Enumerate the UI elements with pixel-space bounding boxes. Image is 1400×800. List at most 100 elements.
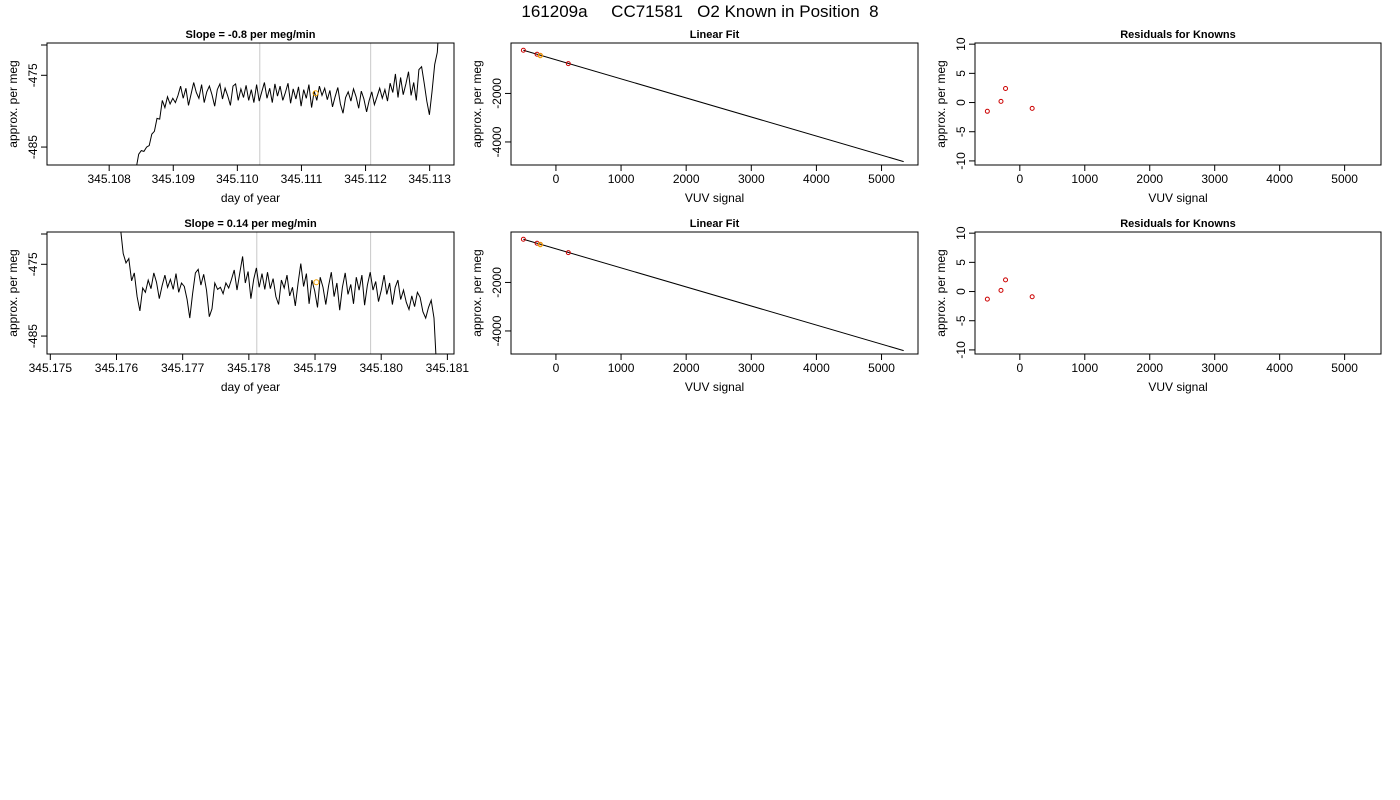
data-point [520, 47, 526, 53]
highlight-point [537, 242, 543, 248]
x-tick-label: 345.112 [344, 172, 387, 186]
data-point [565, 250, 571, 256]
x-tick-label: 2000 [673, 361, 700, 375]
y-tick-label: -2000 [490, 267, 504, 298]
x-axis-label: VUV signal [685, 380, 744, 394]
y-tick-label: -5 [954, 315, 968, 326]
data-point [984, 296, 990, 302]
x-tick-label: 2000 [673, 172, 700, 186]
panel-title: Residuals for Knowns [1120, 29, 1236, 41]
y-tick-label: -2000 [490, 78, 504, 109]
y-tick-label: -485 [26, 324, 40, 348]
x-tick-label: 2000 [1136, 172, 1163, 186]
x-tick-label: 345.178 [227, 361, 271, 375]
x-tick-label: 345.179 [293, 361, 337, 375]
panel-2: Linear Fit VUV signal approx. per meg 0 1000… [470, 29, 919, 205]
x-tick-label: 1000 [608, 172, 635, 186]
x-tick-label: 4000 [803, 361, 830, 375]
y-axis-label: approx. per meg [6, 60, 20, 147]
highlight-point [537, 53, 543, 59]
x-tick-label: 345.108 [87, 172, 131, 186]
x-tick-label: 0 [1016, 361, 1023, 375]
x-tick-label: 5000 [868, 172, 895, 186]
plot-frame [510, 42, 919, 166]
plot-frame [510, 231, 919, 355]
plot-area [984, 277, 1035, 302]
x-tick-label: 345.109 [152, 172, 196, 186]
plot-area [520, 236, 904, 352]
x-tick-label: 0 [553, 361, 560, 375]
x-tick-label: 3000 [738, 361, 765, 375]
x-tick-label: 345.110 [216, 172, 259, 186]
figure-title: 161209a CC71581 O2 Known in Position 8 [521, 2, 879, 21]
y-tick-label: 5 [954, 70, 968, 77]
y-tick-label: 10 [954, 226, 968, 240]
x-tick-label: 3000 [1201, 172, 1228, 186]
fit-line [523, 49, 904, 163]
plot-frame [46, 42, 455, 166]
plot-frame [974, 42, 1382, 166]
x-tick-label: 345.113 [408, 172, 451, 186]
panel-3: Residuals for Knowns VUV signal approx. pe… [934, 29, 1382, 205]
x-tick-label: 1000 [1071, 172, 1098, 186]
x-tick-label: 345.176 [95, 361, 139, 375]
x-tick-label: 0 [1016, 172, 1023, 186]
y-tick-label: -475 [26, 63, 40, 87]
x-tick-label: 1000 [1071, 361, 1098, 375]
series-line [120, 232, 437, 354]
x-axis-label: VUV signal [1148, 380, 1207, 394]
y-tick-label: 5 [954, 259, 968, 266]
y-tick-label: -4000 [490, 315, 504, 346]
plot-area [120, 232, 437, 354]
data-point [998, 98, 1004, 104]
data-point [1029, 105, 1035, 111]
x-tick-label: 345.175 [29, 361, 73, 375]
x-tick-label: 345.111 [281, 172, 323, 186]
panel-4: Slope = 0.14 per meg/min day of year appro… [6, 218, 469, 394]
plot-frame [974, 231, 1382, 355]
data-point [520, 236, 526, 242]
panel-title: Residuals for Knowns [1120, 218, 1236, 230]
x-tick-label: 4000 [1266, 361, 1293, 375]
x-tick-label: 0 [553, 172, 560, 186]
panel-title: Linear Fit [690, 29, 740, 41]
y-tick-label: 10 [954, 37, 968, 51]
x-tick-label: 5000 [1331, 361, 1358, 375]
x-axis-label: VUV signal [685, 191, 744, 205]
data-point [1003, 86, 1009, 92]
plot-area [136, 43, 439, 165]
y-tick-label: -475 [26, 252, 40, 276]
plot-frame [46, 231, 455, 355]
data-point [1003, 277, 1009, 283]
panel-5: Linear Fit VUV signal approx. per meg 0 1000… [470, 218, 919, 394]
highlight-point [312, 90, 319, 97]
panel-1: Slope = -0.8 per meg/min day of year appro… [6, 29, 455, 205]
plot-area [984, 86, 1035, 114]
x-axis-label: day of year [221, 191, 280, 205]
data-point [998, 287, 1004, 293]
x-tick-label: 345.177 [161, 361, 205, 375]
data-point [565, 61, 571, 67]
data-point [1029, 294, 1035, 300]
x-tick-label: 4000 [1266, 172, 1293, 186]
highlight-point [313, 279, 320, 286]
x-tick-label: 345.181 [426, 361, 470, 375]
x-tick-label: 4000 [803, 172, 830, 186]
panel-title: Linear Fit [690, 218, 740, 230]
panel-title: Slope = -0.8 per meg/min [186, 29, 316, 41]
y-axis-label: approx. per meg [470, 60, 484, 147]
x-tick-label: 5000 [868, 361, 895, 375]
data-point [984, 108, 990, 114]
x-tick-label: 3000 [1201, 361, 1228, 375]
y-axis-label: approx. per meg [934, 60, 948, 147]
y-axis-label: approx. per meg [470, 249, 484, 336]
x-tick-label: 5000 [1331, 172, 1358, 186]
y-tick-label: -4000 [490, 126, 504, 157]
y-tick-label: -485 [26, 135, 40, 159]
y-axis-label: approx. per meg [934, 249, 948, 336]
y-tick-label: 0 [954, 288, 968, 295]
fit-line [523, 238, 904, 352]
y-tick-label: -10 [954, 341, 968, 359]
